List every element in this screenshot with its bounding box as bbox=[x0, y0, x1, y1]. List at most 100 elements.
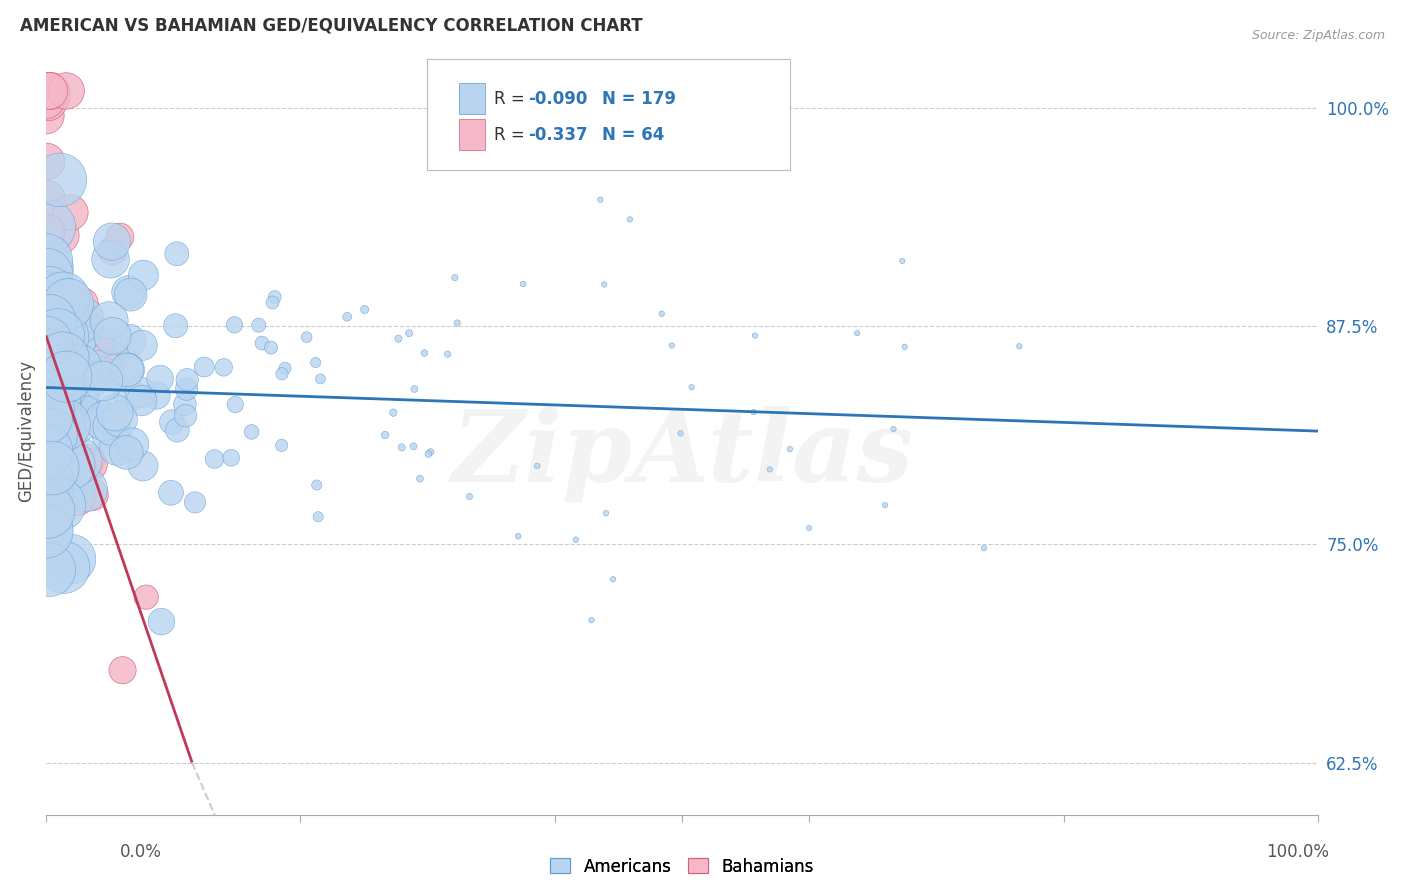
Text: AMERICAN VS BAHAMIAN GED/EQUIVALENCY CORRELATION CHART: AMERICAN VS BAHAMIAN GED/EQUIVALENCY COR… bbox=[20, 17, 643, 35]
Text: ZipAtlas: ZipAtlas bbox=[451, 406, 912, 502]
Point bbox=[758, 462, 780, 476]
Point bbox=[98, 314, 121, 328]
Point bbox=[35, 347, 58, 361]
Point bbox=[37, 379, 59, 393]
Point bbox=[779, 442, 801, 456]
Point bbox=[115, 363, 138, 377]
Point bbox=[37, 504, 59, 518]
Point bbox=[59, 205, 82, 219]
Point bbox=[62, 416, 84, 430]
Point bbox=[38, 351, 60, 366]
Point bbox=[744, 328, 766, 343]
Point bbox=[35, 365, 58, 379]
Point bbox=[873, 498, 896, 512]
Point bbox=[41, 88, 63, 103]
Point bbox=[37, 423, 59, 437]
Point bbox=[35, 443, 58, 458]
Point bbox=[51, 330, 73, 344]
Point bbox=[212, 360, 235, 375]
Point bbox=[67, 454, 90, 468]
Point bbox=[250, 336, 273, 351]
Point bbox=[44, 401, 66, 415]
Point bbox=[38, 563, 60, 577]
Text: R =: R = bbox=[494, 90, 530, 108]
Point bbox=[35, 225, 58, 239]
Point bbox=[35, 392, 58, 407]
Text: N = 64: N = 64 bbox=[602, 126, 664, 144]
Point bbox=[49, 412, 72, 426]
Point bbox=[131, 393, 153, 408]
Point bbox=[35, 524, 58, 539]
Point bbox=[66, 491, 89, 506]
Point bbox=[35, 109, 58, 123]
Point bbox=[79, 368, 101, 382]
Point bbox=[526, 458, 548, 473]
Point bbox=[35, 378, 58, 392]
Point bbox=[49, 228, 72, 243]
Point bbox=[46, 417, 69, 432]
Point bbox=[247, 318, 270, 333]
Point bbox=[91, 365, 114, 379]
Point bbox=[219, 450, 242, 465]
Point bbox=[38, 349, 60, 363]
Point bbox=[35, 505, 58, 519]
Point bbox=[37, 402, 59, 417]
Point bbox=[35, 396, 58, 410]
Point bbox=[260, 341, 283, 355]
Point bbox=[38, 84, 60, 98]
Point bbox=[90, 336, 112, 351]
Point bbox=[55, 84, 77, 98]
Point bbox=[309, 372, 332, 386]
Point bbox=[62, 413, 84, 427]
Point bbox=[46, 328, 69, 343]
FancyBboxPatch shape bbox=[460, 84, 485, 114]
Point bbox=[38, 362, 60, 376]
Point bbox=[42, 331, 65, 345]
Point bbox=[419, 445, 441, 459]
Point bbox=[35, 403, 58, 417]
Point bbox=[35, 501, 58, 516]
Point bbox=[38, 220, 60, 235]
Point bbox=[35, 260, 58, 275]
Point bbox=[409, 472, 432, 486]
Point bbox=[382, 406, 405, 420]
Point bbox=[271, 367, 294, 381]
Point bbox=[82, 488, 104, 502]
Point bbox=[67, 360, 90, 375]
Point bbox=[35, 279, 58, 293]
Point bbox=[41, 461, 63, 475]
Point bbox=[39, 421, 62, 435]
Point bbox=[37, 333, 59, 347]
Point bbox=[35, 305, 58, 319]
Point bbox=[35, 341, 58, 355]
Point bbox=[49, 380, 72, 394]
Point bbox=[91, 374, 114, 388]
Point bbox=[59, 336, 82, 351]
Point bbox=[446, 316, 468, 330]
Point bbox=[80, 458, 103, 472]
Point bbox=[45, 280, 67, 294]
Point bbox=[891, 254, 914, 268]
Point bbox=[51, 352, 73, 367]
Point bbox=[263, 290, 285, 304]
Point bbox=[37, 192, 59, 206]
Point bbox=[118, 388, 141, 402]
Point bbox=[76, 319, 98, 334]
Point bbox=[49, 173, 72, 187]
Point bbox=[184, 495, 207, 509]
Point bbox=[101, 235, 124, 249]
Point bbox=[52, 351, 75, 366]
Point bbox=[661, 338, 683, 352]
Point bbox=[173, 397, 195, 411]
Point bbox=[595, 506, 617, 520]
Point bbox=[117, 285, 139, 300]
Point bbox=[35, 442, 58, 456]
Point bbox=[35, 261, 58, 276]
Point bbox=[398, 326, 420, 341]
Point bbox=[893, 340, 915, 354]
Point bbox=[174, 409, 197, 423]
Point bbox=[70, 297, 93, 311]
Point bbox=[305, 478, 328, 492]
Point bbox=[35, 455, 58, 469]
Point bbox=[91, 362, 114, 376]
